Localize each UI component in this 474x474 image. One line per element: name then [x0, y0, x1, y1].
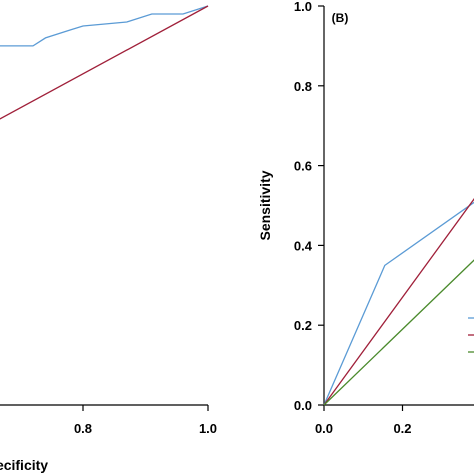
p2-y-tick-label: 1.0: [294, 0, 312, 14]
p1-series-1-line: [0, 5, 209, 47]
p2-series-1-line: [323, 201, 474, 406]
p2-x-tick-label: 0.2: [393, 421, 411, 436]
p1-x-axis-title: ecificity: [0, 457, 48, 473]
p2-y-tick-label: 0.8: [294, 79, 312, 94]
p2-y-tick-label: 0.0: [294, 398, 312, 413]
p2-panel-label: (B): [332, 11, 349, 25]
p2-series-3-line: [323, 259, 474, 406]
p2-x-tick-label: 0.0: [315, 421, 333, 436]
p1-x-tick-label: 1.0: [199, 421, 217, 436]
p2-series-2-line: [323, 198, 474, 406]
p2-y-tick-label: 0.6: [294, 159, 312, 174]
p1-x-tick-label: 0.8: [74, 421, 92, 436]
panel-b-roc-chart: 0.0 0.2 0.0 0.2 0.4 0.6 0.8 1.0 Sensitivity (B): [257, 0, 474, 436]
p1-series-2-line: [0, 5, 209, 120]
p2-y-tick-label: 0.4: [294, 238, 313, 253]
p2-y-tick-label: 0.2: [294, 318, 312, 333]
p2-y-axis-title: Sensitivity: [257, 170, 273, 240]
